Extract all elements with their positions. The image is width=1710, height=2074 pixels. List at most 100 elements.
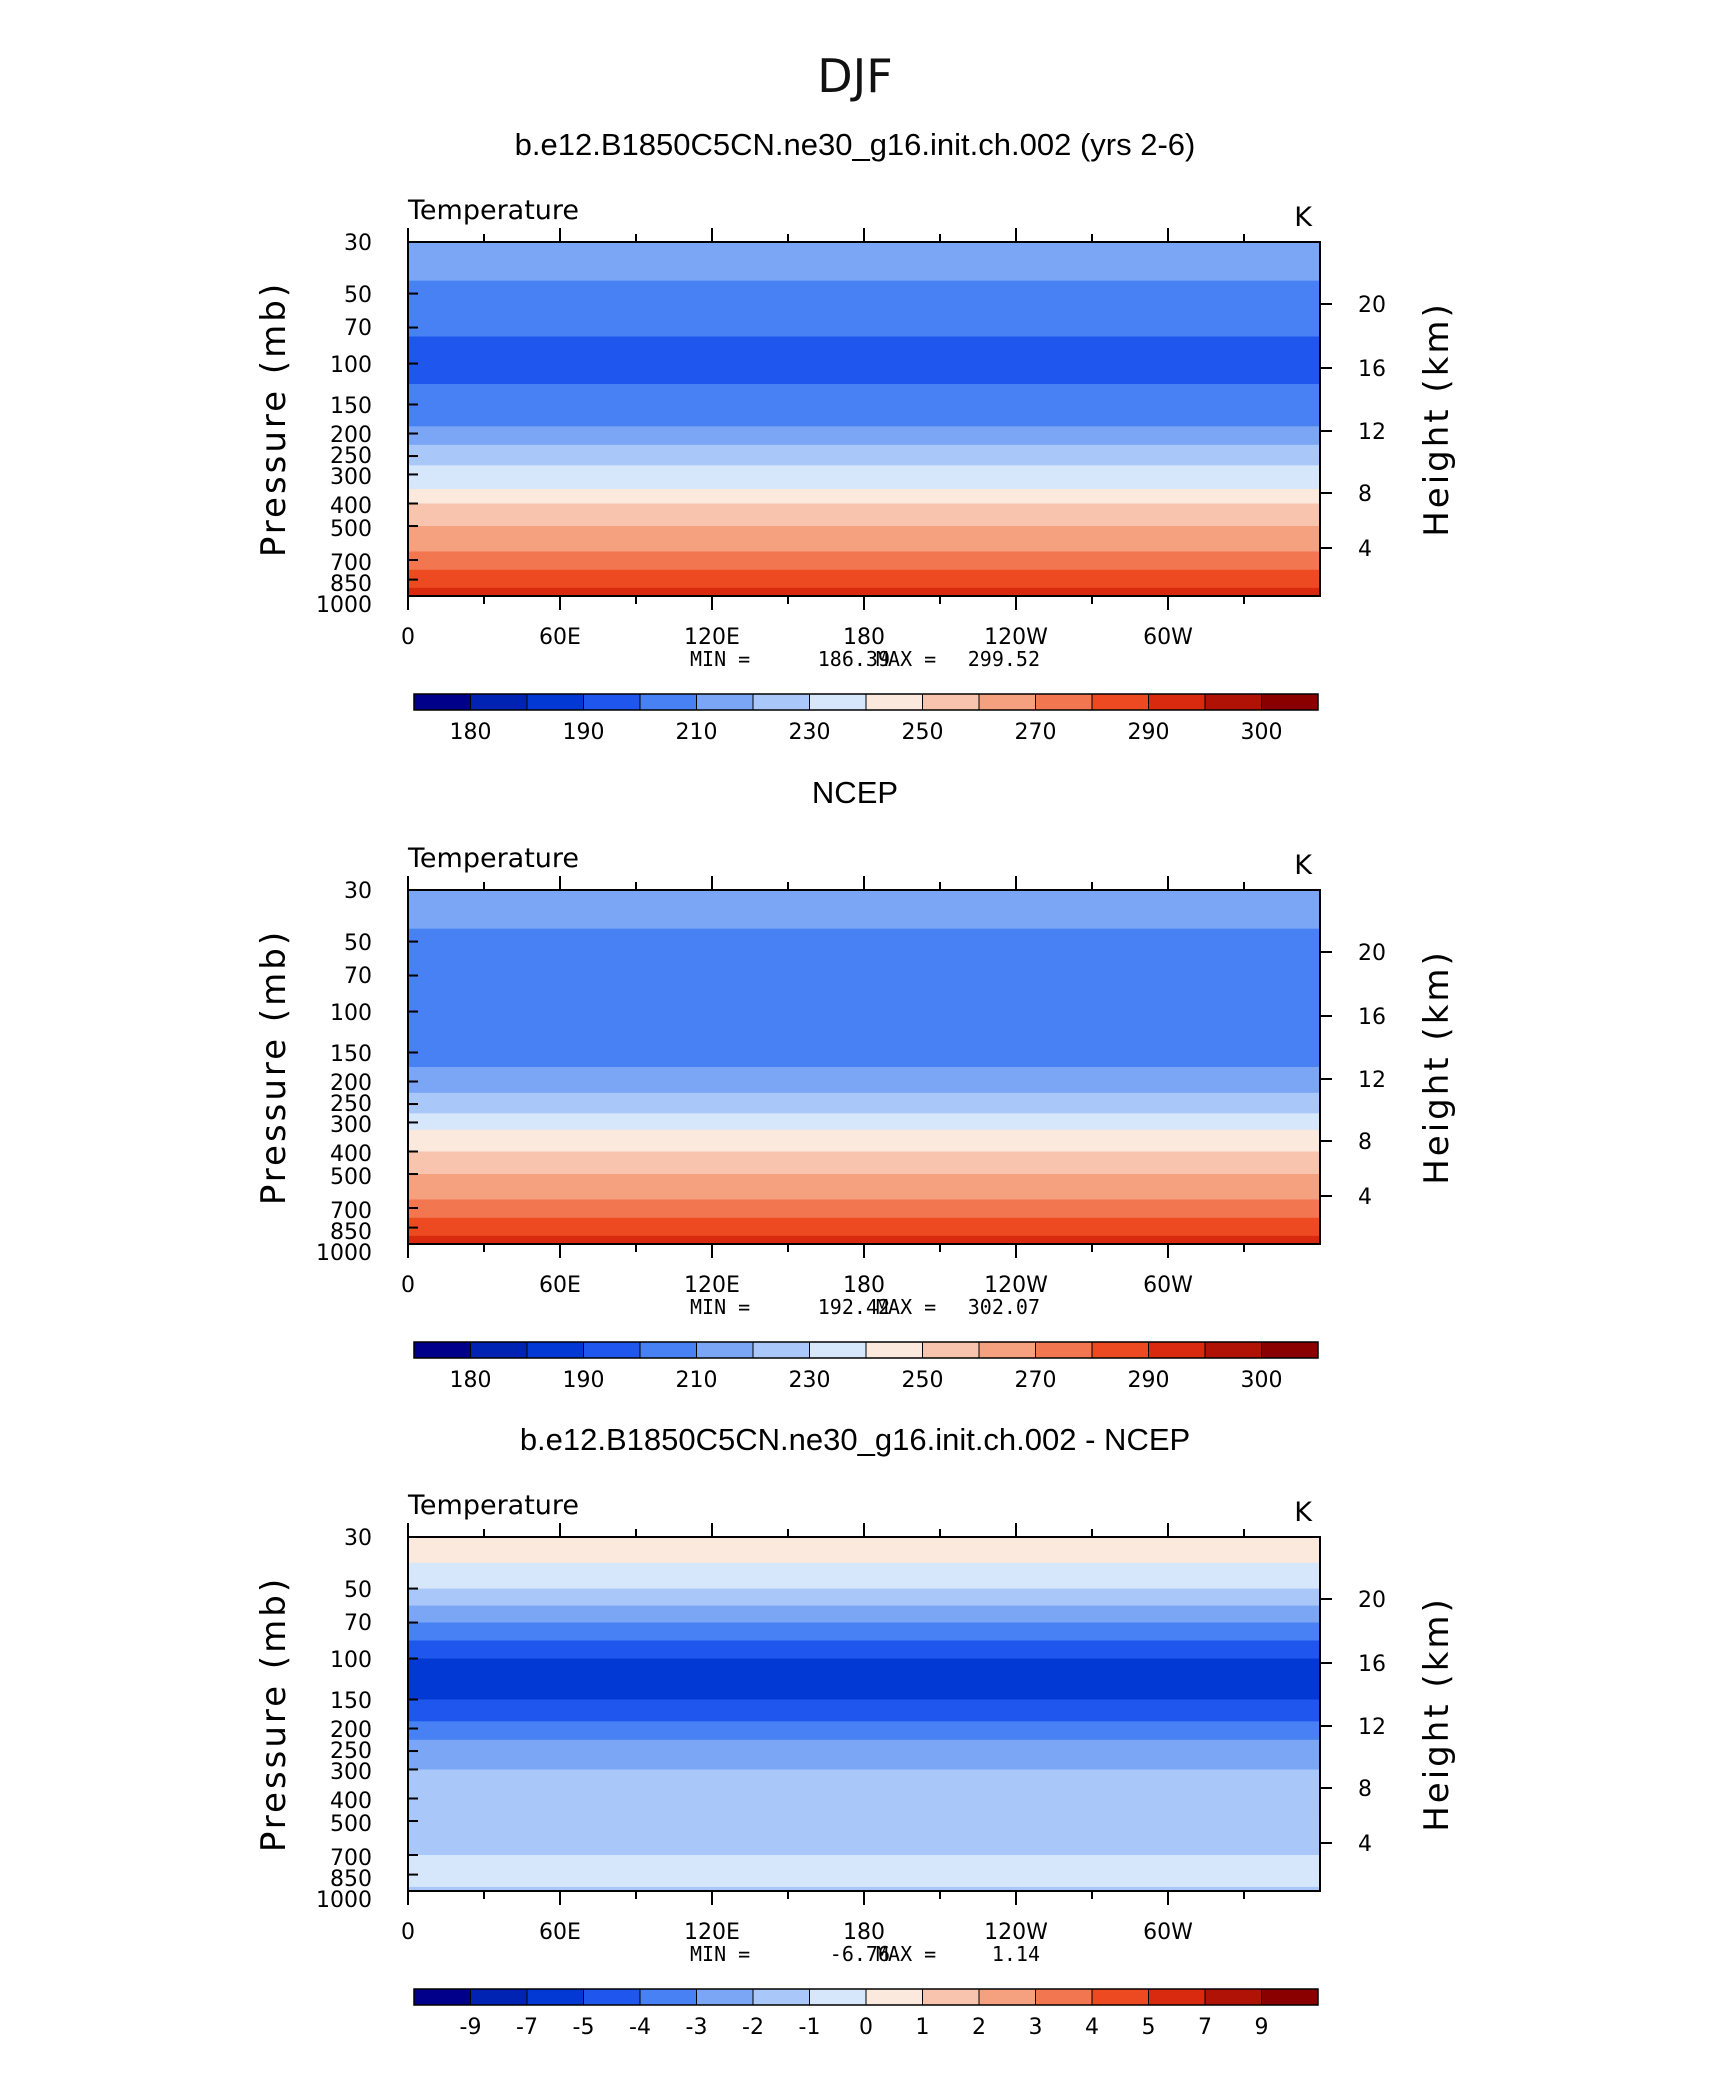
- contour-band: [408, 1679, 1320, 1690]
- pressure-tick-label: 200: [330, 423, 372, 448]
- colorbar-label: 2: [972, 2015, 986, 2040]
- contour-band: [408, 465, 1320, 471]
- lon-tick-label: 60W: [1143, 625, 1193, 650]
- colorbar-box: [470, 693, 528, 711]
- contour-band: [408, 1728, 1320, 1735]
- colorbar-box: [809, 1341, 867, 1359]
- min-label: MIN =: [690, 1295, 750, 1319]
- pressure-tick-label: 250: [330, 444, 372, 469]
- contour-band: [408, 569, 1320, 576]
- pressure-tick-label: 700: [330, 1846, 372, 1871]
- pressure-tick-label: 1000: [316, 1241, 372, 1266]
- contour-band: [408, 489, 1320, 498]
- contour-band: [408, 514, 1320, 522]
- contour-band: [408, 984, 1320, 995]
- contour-band: [408, 1021, 1320, 1033]
- pressure-tick-label: 500: [330, 1812, 372, 1837]
- contour-band: [408, 1199, 1320, 1209]
- colorbar-box: [922, 693, 980, 711]
- colorbar-label: -4: [629, 2015, 651, 2040]
- y2-axis-title: Height (km): [1417, 949, 1457, 1185]
- contour-band: [408, 1838, 1320, 1848]
- pressure-tick-label: 150: [330, 1689, 372, 1714]
- contour-band: [408, 1129, 1320, 1138]
- contour-band: [408, 373, 1320, 385]
- contour-band: [408, 526, 1320, 536]
- colorbar-box: [696, 1341, 754, 1359]
- contour-band: [408, 1597, 1320, 1607]
- colorbar-label: 190: [563, 1368, 605, 1393]
- contour-band: [408, 1706, 1320, 1715]
- contour-band: [408, 915, 1320, 930]
- contour-band: [408, 1081, 1320, 1088]
- contour-band: [408, 1588, 1320, 1598]
- contour-band: [408, 1764, 1320, 1771]
- contour-band: [408, 1562, 1320, 1577]
- contour-band: [408, 444, 1320, 452]
- contour-band: [408, 481, 1320, 490]
- lon-tick-label: 120E: [684, 1920, 740, 1945]
- pressure-tick-label: 500: [330, 1165, 372, 1190]
- colorbar-box: [922, 1341, 980, 1359]
- colorbar-frame: [413, 1988, 1319, 2006]
- contour-band: [408, 1882, 1320, 1888]
- contour-band: [408, 1869, 1320, 1876]
- contour-band: [408, 411, 1320, 420]
- contour-band: [408, 941, 1320, 951]
- contour-band: [408, 958, 1320, 968]
- contour-band: [408, 426, 1320, 435]
- colorbar-box: [696, 693, 754, 711]
- units-label: K: [1294, 1497, 1313, 1528]
- contour-band: [408, 267, 1320, 282]
- colorbar-box: [1148, 693, 1206, 711]
- colorbar-label: 210: [676, 720, 718, 745]
- colorbar-box: [809, 1988, 867, 2006]
- colorbar-box: [1148, 1988, 1206, 2006]
- lon-tick-label: 180: [843, 1920, 885, 1945]
- contour-band: [408, 1640, 1320, 1651]
- contour-band: [408, 1168, 1320, 1175]
- contour-band: [408, 1549, 1320, 1564]
- contour-band: [408, 543, 1320, 553]
- lon-tick-label: 120E: [684, 625, 740, 650]
- pressure-tick-label: 250: [330, 1092, 372, 1117]
- variable-label: Temperature: [407, 195, 579, 226]
- colorbar-box: [526, 1988, 584, 2006]
- pressure-tick-label: 30: [344, 231, 372, 256]
- contour-band: [408, 469, 1320, 476]
- contour-band: [408, 1151, 1320, 1158]
- colorbar-box: [752, 1341, 810, 1359]
- contour-band: [408, 1208, 1320, 1214]
- max-value: 1.14: [992, 1942, 1040, 1966]
- units-label: K: [1294, 850, 1313, 881]
- height-tick-label: 16: [1358, 357, 1386, 382]
- colorbar-label: 210: [676, 1368, 718, 1393]
- contour-band: [408, 1113, 1320, 1119]
- height-tick-label: 12: [1358, 420, 1386, 445]
- contour-band: [408, 1668, 1320, 1680]
- contour-band: [408, 1622, 1320, 1633]
- colorbar-frame: [413, 1341, 1319, 1359]
- contour-band: [408, 509, 1320, 516]
- panel-1: b.e12.B1850C5CN.ne30_g16.init.ch.002 (yr…: [254, 127, 1457, 745]
- contour-band: [408, 1739, 1320, 1747]
- pressure-tick-label: 850: [330, 572, 372, 597]
- contour-band: [408, 1689, 1320, 1701]
- colorbar-box: [639, 1988, 697, 2006]
- colorbar-label: 270: [1015, 1368, 1057, 1393]
- max-value: 302.07: [968, 1295, 1040, 1319]
- height-tick-label: 16: [1358, 1652, 1386, 1677]
- contour-band: [408, 1235, 1320, 1241]
- contour-band: [408, 1042, 1320, 1054]
- variable-label: Temperature: [407, 843, 579, 874]
- contour-band: [408, 950, 1320, 960]
- contour-band: [408, 564, 1320, 571]
- contour-band: [408, 319, 1320, 329]
- contour-band: [408, 1878, 1320, 1884]
- colorbar-label: -5: [573, 2015, 595, 2040]
- colorbar-box: [922, 1988, 980, 2006]
- contour-band: [408, 1699, 1320, 1708]
- colorbar-box: [978, 1341, 1036, 1359]
- contour-band: [408, 1182, 1320, 1192]
- pressure-tick-label: 50: [344, 931, 372, 956]
